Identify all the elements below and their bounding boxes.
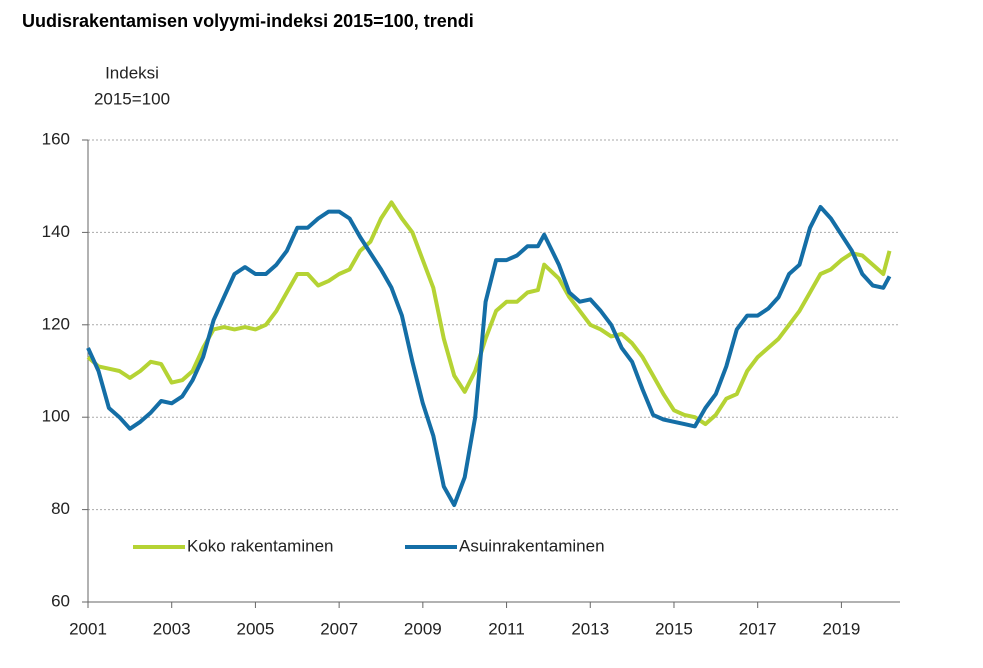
y-tick-label: 80 xyxy=(51,499,70,518)
y-axis-label: Indeksi xyxy=(105,63,159,82)
x-tick-label: 2001 xyxy=(69,619,107,638)
y-tick-label: 140 xyxy=(42,222,70,241)
x-tick-label: 2013 xyxy=(571,619,609,638)
chart-title: Uudisrakentamisen volyymi-indeksi 2015=1… xyxy=(22,11,474,31)
legend-label: Asuinrakentaminen xyxy=(459,536,605,555)
legend-label: Koko rakentaminen xyxy=(187,536,333,555)
series-line xyxy=(86,200,892,427)
x-tick-label: 2015 xyxy=(655,619,693,638)
x-tick-label: 2007 xyxy=(320,619,358,638)
y-tick-label: 160 xyxy=(42,129,70,148)
x-tick-label: 2017 xyxy=(739,619,777,638)
series-line xyxy=(86,205,892,507)
y-tick-label: 100 xyxy=(42,407,70,426)
x-tick-label: 2019 xyxy=(822,619,860,638)
y-tick-label: 60 xyxy=(51,591,70,610)
x-tick-label: 2011 xyxy=(488,619,525,638)
x-tick-label: 2009 xyxy=(404,619,442,638)
x-tick-label: 2005 xyxy=(237,619,275,638)
y-axis-label: 2015=100 xyxy=(94,89,170,108)
y-tick-label: 120 xyxy=(42,314,70,333)
x-tick-label: 2003 xyxy=(153,619,191,638)
